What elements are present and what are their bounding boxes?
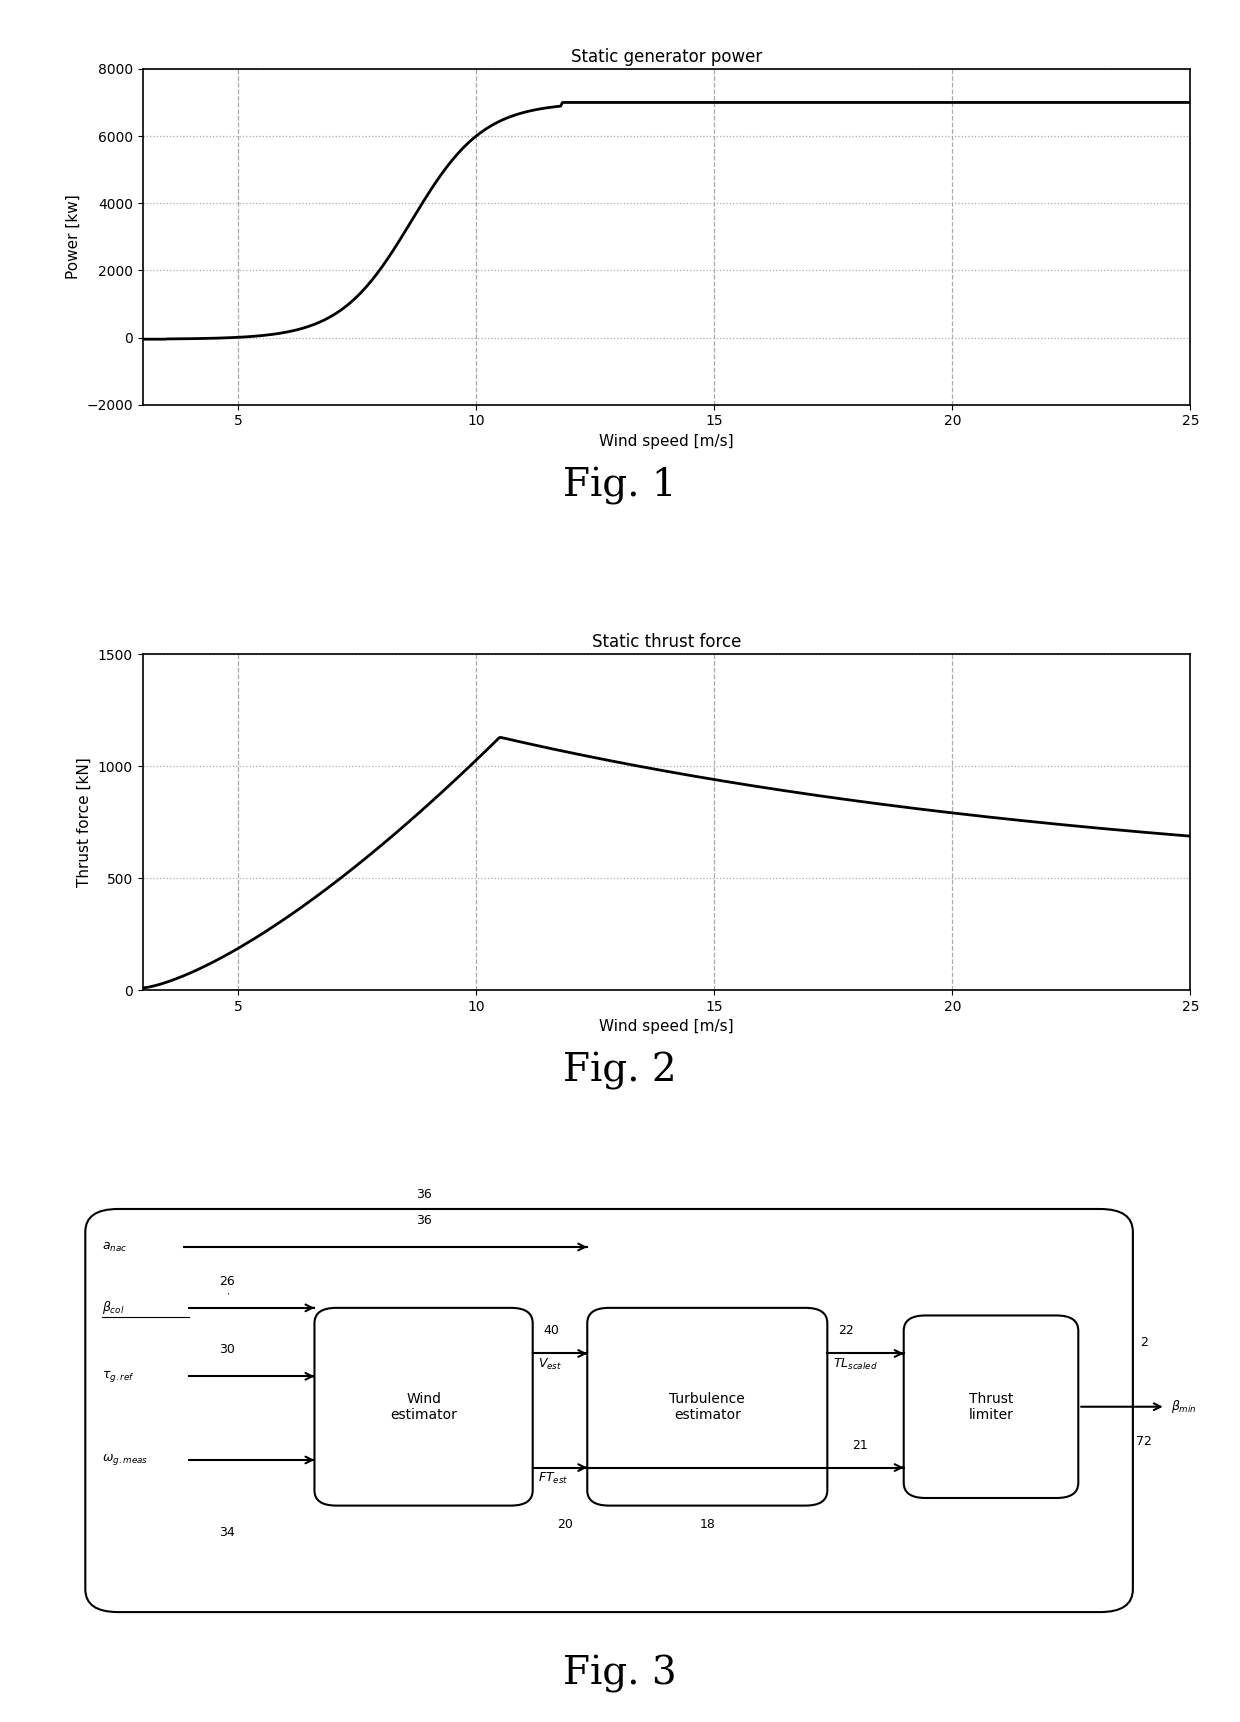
- Text: $a_{nac}$: $a_{nac}$: [102, 1240, 126, 1254]
- Text: $FT_{est}$: $FT_{est}$: [538, 1471, 569, 1486]
- Text: $TL_{scaled}$: $TL_{scaled}$: [833, 1357, 878, 1372]
- Text: 34: 34: [219, 1526, 236, 1539]
- Text: 2: 2: [1140, 1336, 1148, 1348]
- Text: $V_{est}$: $V_{est}$: [538, 1357, 563, 1372]
- Text: 21: 21: [852, 1438, 868, 1452]
- Text: $\beta_{min}$: $\beta_{min}$: [1171, 1398, 1197, 1415]
- X-axis label: Wind speed [m/s]: Wind speed [m/s]: [599, 434, 734, 449]
- Text: 36: 36: [415, 1188, 432, 1200]
- Text: Wind
estimator: Wind estimator: [391, 1391, 458, 1422]
- Text: Fig. 1: Fig. 1: [563, 467, 677, 505]
- Text: 18: 18: [699, 1519, 715, 1531]
- Text: 20: 20: [558, 1519, 573, 1531]
- Text: 30: 30: [219, 1343, 236, 1357]
- Text: Turbulence
estimator: Turbulence estimator: [670, 1391, 745, 1422]
- FancyBboxPatch shape: [315, 1309, 533, 1505]
- Text: Thrust
limiter: Thrust limiter: [968, 1391, 1013, 1422]
- Text: 26: 26: [219, 1274, 236, 1288]
- Text: 40: 40: [543, 1324, 559, 1338]
- Text: 22: 22: [838, 1324, 854, 1338]
- Text: 72: 72: [1136, 1434, 1152, 1448]
- Y-axis label: Thrust force [kN]: Thrust force [kN]: [77, 758, 92, 887]
- Text: $\beta_{col}$: $\beta_{col}$: [102, 1300, 124, 1316]
- FancyBboxPatch shape: [588, 1309, 827, 1505]
- Title: Static thrust force: Static thrust force: [591, 634, 742, 651]
- Text: Fig. 2: Fig. 2: [563, 1052, 677, 1090]
- Text: $\omega_{g.meas}$: $\omega_{g.meas}$: [102, 1452, 148, 1467]
- Text: $\tau_{g.ref}$: $\tau_{g.ref}$: [102, 1369, 134, 1384]
- X-axis label: Wind speed [m/s]: Wind speed [m/s]: [599, 1019, 734, 1035]
- FancyBboxPatch shape: [904, 1316, 1079, 1498]
- Text: 36: 36: [415, 1214, 432, 1228]
- Text: Fig. 3: Fig. 3: [563, 1655, 677, 1693]
- Y-axis label: Power [kw]: Power [kw]: [66, 195, 81, 279]
- FancyBboxPatch shape: [86, 1209, 1133, 1612]
- Title: Static generator power: Static generator power: [570, 48, 763, 65]
